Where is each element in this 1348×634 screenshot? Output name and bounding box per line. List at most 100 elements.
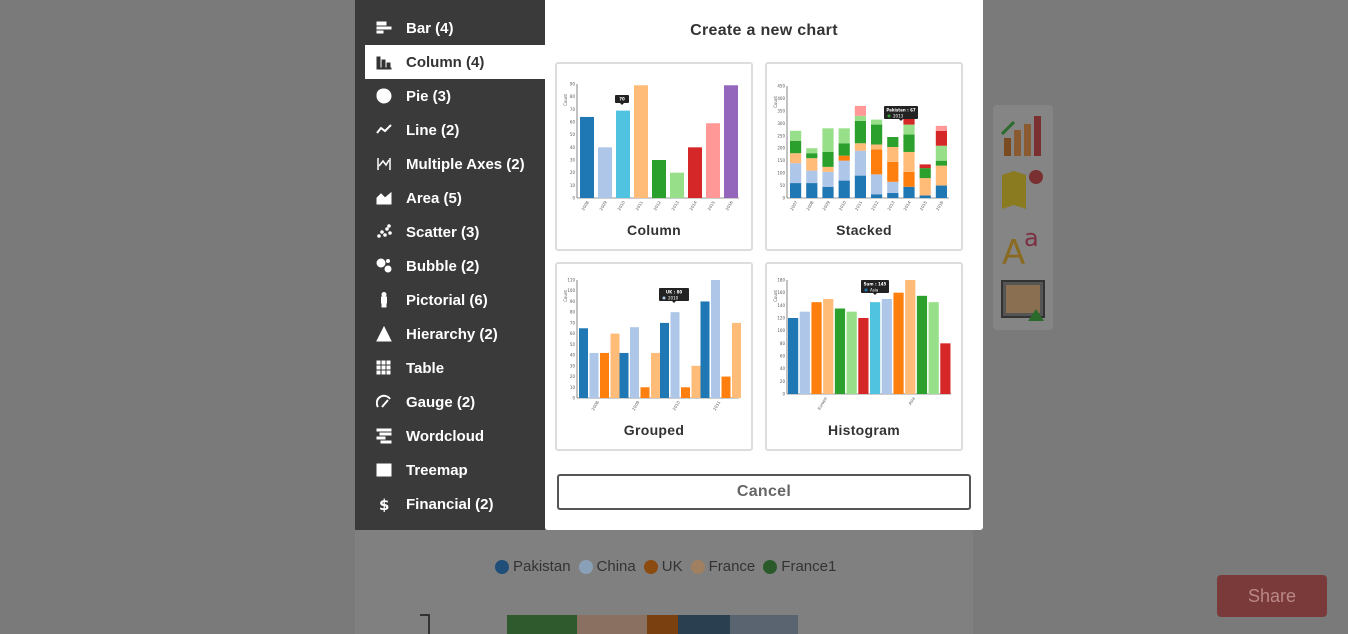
sidebar-item-bar[interactable]: Bar (4) (355, 11, 545, 45)
x-tick-label: 2011 (854, 200, 864, 212)
sidebar-item-label: Financial (2) (406, 495, 494, 513)
y-tick-label: 60 (570, 331, 576, 336)
y-tick-label: 60 (570, 120, 576, 125)
sidebar-item-bubble[interactable]: Bubble (2) (355, 249, 545, 283)
x-tick-label: 2011 (712, 400, 722, 412)
y-tick-label: 90 (570, 299, 576, 304)
chart-type-card-grouped[interactable]: 0 10 20 30 40 50 60 70 80 90 100 110 Count 2008 2009 20… (555, 262, 753, 451)
y-axis-label: Count (773, 290, 778, 302)
legend-item[interactable]: Pakistan (495, 558, 571, 575)
legend-item[interactable]: France1 (763, 558, 836, 575)
y-tick-label: 0 (782, 392, 785, 397)
sidebar-item-scatter[interactable]: Scatter (3) (355, 215, 545, 249)
stacked-segment (871, 174, 883, 195)
stacked-segment (919, 195, 931, 198)
grouped-bar (579, 328, 588, 398)
y-tick-label: 40 (570, 145, 576, 150)
y-tick-label: 400 (777, 96, 785, 101)
histogram-bar (870, 302, 881, 394)
tooltip-swatch (864, 288, 868, 292)
sidebar-item-label: Table (406, 359, 445, 377)
x-tick-label: 2014 (688, 200, 698, 212)
x-tick-label: 2009 (631, 400, 641, 412)
stacked-segment (854, 120, 866, 144)
legend-item[interactable]: UK (643, 558, 683, 575)
y-tick-label: 70 (570, 107, 576, 112)
stacked-segment (790, 183, 802, 198)
sidebar-item-pie[interactable]: Pie (3) (355, 79, 545, 113)
create-chart-dialog: Create a new chart 0 10 20 30 40 50 60 70 80 90 Co… (545, 0, 983, 530)
stacked-segment (854, 115, 866, 121)
stacked-segment (838, 160, 850, 181)
tooltip-box (659, 288, 689, 301)
sidebar-item-label: Scatter (3) (406, 223, 480, 241)
cancel-button[interactable]: Cancel (557, 474, 971, 510)
sidebar-item-line[interactable]: Line (2) (355, 113, 545, 147)
y-tick-label: 30 (570, 363, 576, 368)
chart-type-card-stacked[interactable]: 0 50 100 150 200 250 300 350 400 450 Count 2007 2008… (765, 62, 963, 251)
stacked-segment (871, 144, 883, 150)
y-tick-label: 300 (777, 121, 785, 126)
sidebar-item-label: Wordcloud (406, 427, 485, 445)
pie-icon (375, 87, 393, 105)
sidebar-item-wordcloud[interactable]: Wordcloud (355, 419, 545, 453)
sidebar-item-table[interactable]: Table (355, 351, 545, 385)
svg-text:$: $ (379, 496, 389, 512)
grouped-bar (700, 301, 710, 398)
stacked-segment (903, 171, 915, 187)
legend-swatch (690, 559, 705, 574)
stacked-segment (790, 163, 802, 184)
legend-label: France1 (781, 558, 837, 575)
histogram-bar (905, 280, 916, 394)
stacked-segment (871, 119, 883, 125)
x-tick-label: Europe (816, 396, 828, 411)
map-tool-icon (998, 165, 1048, 215)
sidebar-item-hierarchy[interactable]: Hierarchy (2) (355, 317, 545, 351)
share-button[interactable]: Share (1217, 575, 1327, 617)
sidebar-item-treemap[interactable]: Treemap (355, 453, 545, 487)
tooltip-series: Asia (870, 288, 879, 293)
y-tick-label: 50 (780, 183, 786, 188)
tooltip-pointer (672, 301, 676, 303)
stacked-segment (854, 143, 866, 151)
sidebar-item-column[interactable]: Column (4) (365, 45, 545, 79)
stacked-segment (935, 125, 947, 131)
x-tick-label: 2010 (838, 200, 848, 212)
tooltip-pointer (899, 119, 903, 121)
chart-legend: Pakistan China UK France France1 (495, 558, 836, 575)
chart-category-sidebar: Bar (4) Column (4) Pie (3) Line (2) Multiple… (355, 0, 545, 530)
sidebar-item-financial[interactable]: $ Financial (2) (355, 487, 545, 521)
stacked-segment (822, 171, 834, 187)
chart-type-card-histogram[interactable]: 0 20 40 60 80 100 120 140 160 180 Count Europe Asia S… (765, 262, 963, 451)
y-axis-label: Count (563, 290, 568, 302)
y-tick-label: 200 (777, 146, 785, 151)
sidebar-item-pictorial[interactable]: Pictorial (6) (355, 283, 545, 317)
sidebar-item-multiple-axes[interactable]: Multiple Axes (2) (355, 147, 545, 181)
legend-item[interactable]: China (578, 558, 636, 575)
stacked-segment (887, 161, 899, 182)
histogram-bar (858, 318, 869, 394)
scatter-icon (375, 223, 393, 241)
y-tick-label: 0 (572, 396, 575, 401)
grouped-bar (630, 327, 639, 398)
legend-item[interactable]: France (690, 558, 755, 575)
column-bar (616, 110, 630, 198)
x-tick-label: 2015 (919, 200, 929, 212)
chart-type-card-column[interactable]: 0 10 20 30 40 50 60 70 80 90 Count 2008 2009 2010 2011… (555, 62, 753, 251)
sidebar-item-label: Bubble (2) (406, 257, 480, 275)
sidebar-item-area[interactable]: Area (5) (355, 181, 545, 215)
stacked-segment (871, 124, 883, 145)
y-tick-label: 10 (570, 183, 576, 188)
sidebar-item-gauge[interactable]: Gauge (2) (355, 385, 545, 419)
stacked-segment (838, 180, 850, 198)
column-bar (670, 172, 684, 198)
tooltip-pointer (620, 103, 624, 105)
y-tick-label: 180 (777, 278, 785, 283)
y-tick-label: 160 (777, 290, 785, 295)
sidebar-item-label: Gauge (2) (406, 393, 476, 411)
x-tick-label: 2015 (706, 200, 716, 212)
card-label: Histogram (828, 422, 900, 438)
stacked-segment (871, 194, 883, 198)
grouped-bar (732, 322, 741, 398)
stacked-segment (919, 178, 931, 196)
